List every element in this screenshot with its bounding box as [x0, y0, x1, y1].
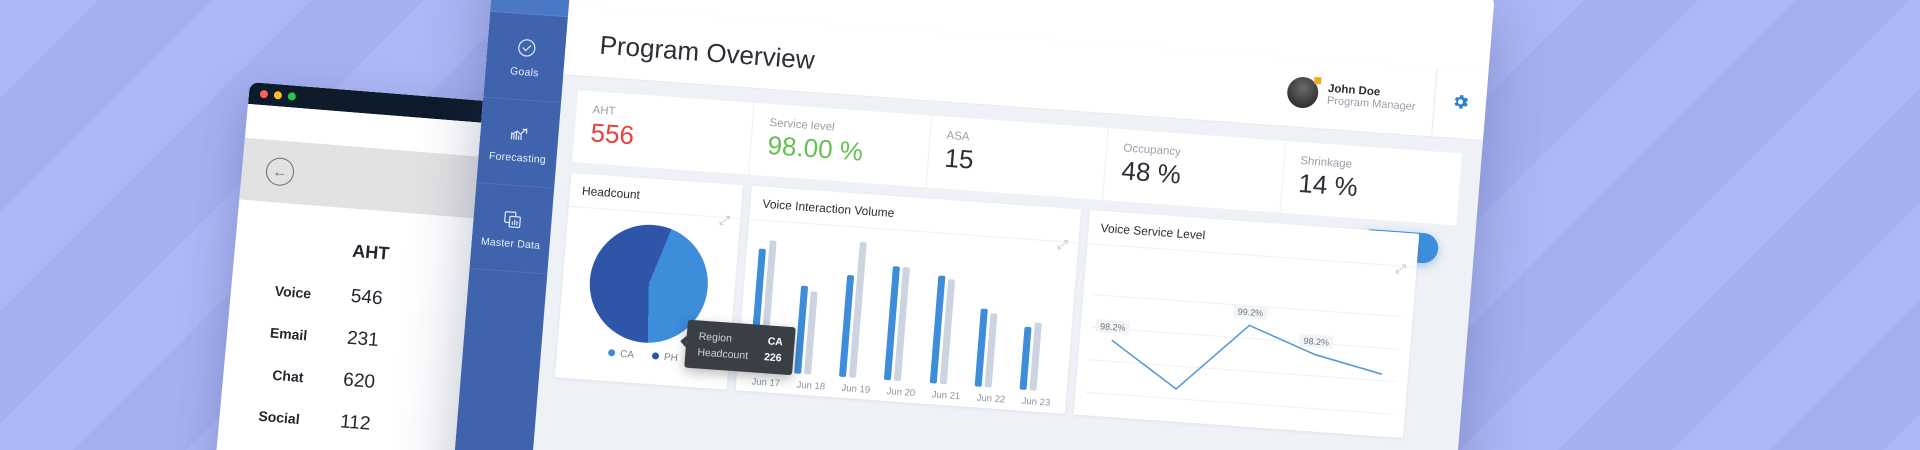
bar-group[interactable] — [794, 237, 840, 375]
settings-button[interactable] — [1431, 67, 1489, 141]
kpi-card-asa[interactable]: ASA 15 — [926, 115, 1109, 200]
dashboard-window: Reports Goals Forecasting — [442, 0, 1495, 450]
sidebar-item-master-data[interactable]: Master Data — [469, 183, 555, 275]
row-label-voice: Voice — [274, 282, 312, 302]
sidebar-item-label: Goals — [509, 64, 540, 79]
cell-aht-social: 112 — [339, 411, 372, 435]
sidebar-item-label: Master Data — [480, 235, 541, 252]
bar — [1029, 322, 1042, 391]
minimize-window-button[interactable] — [273, 90, 283, 100]
line-chart[interactable]: 98.2% 99.2% 98.2% — [1074, 244, 1417, 438]
panels-row: Headcount CA PH — [555, 172, 1455, 441]
x-axis-tick: Jun 22 — [976, 392, 1006, 406]
bar — [849, 241, 868, 378]
x-axis-tick: Jun 19 — [841, 382, 871, 396]
maximize-window-button[interactable] — [287, 92, 297, 101]
expand-icon[interactable] — [1394, 262, 1408, 281]
gridline — [1090, 326, 1399, 350]
bar-group[interactable] — [1019, 254, 1065, 392]
x-axis-tick: Jun 23 — [1021, 395, 1051, 409]
sidebar: Reports Goals Forecasting — [442, 0, 575, 450]
panel-voice-service-level: Voice Service Level 98.2% 99.2% 98.2% — [1073, 209, 1420, 438]
line-series — [1111, 324, 1383, 390]
row-label-email: Email — [269, 324, 309, 344]
sidebar-item-goals[interactable]: Goals — [483, 11, 568, 104]
x-axis-tick: Jun 20 — [886, 385, 916, 399]
legend-swatch-ca — [607, 349, 616, 357]
expand-icon[interactable] — [1055, 237, 1069, 256]
tooltip-headcount-label: Headcount — [696, 346, 749, 362]
data-label-bg — [1233, 303, 1268, 320]
legend-item-ph[interactable]: PH — [651, 351, 679, 364]
chart-tooltip: Region CA Headcount 226 — [684, 319, 797, 375]
tooltip-region-value: CA — [767, 335, 784, 349]
back-arrow-icon[interactable]: ← — [264, 156, 296, 187]
sidebar-item-forecasting[interactable]: Forecasting — [476, 97, 562, 189]
avatar — [1286, 75, 1320, 110]
row-label-chat: Chat — [271, 366, 305, 385]
gridline — [1085, 391, 1393, 415]
goals-check-icon — [514, 35, 539, 60]
tooltip-headcount-value: 226 — [763, 350, 783, 365]
kpi-card-service-level[interactable]: Service level 98.00 % — [749, 102, 933, 187]
gridline — [1088, 358, 1396, 382]
x-axis-tick: Jun 21 — [931, 388, 961, 402]
bar-group[interactable] — [974, 250, 1020, 388]
bar-group[interactable] — [839, 241, 885, 379]
dashboard-content: Champion Scorecard Program Overview John… — [520, 0, 1495, 450]
panel-headcount: Headcount CA PH — [555, 172, 797, 390]
dashboard-header: Program Overview John Doe Program Manage… — [563, 5, 1489, 142]
data-label-bg — [1299, 333, 1334, 349]
data-label: 99.2% — [1237, 306, 1263, 318]
gear-icon — [1450, 91, 1471, 116]
data-label-bg — [1095, 318, 1131, 334]
sidebar-item-label: Forecasting — [488, 149, 547, 166]
forecasting-icon — [507, 121, 532, 146]
panel-voice-interaction-volume: Voice Interaction Volume Jun 17 Jun 18 Jun… — [735, 185, 1082, 414]
kpi-card-aht[interactable]: AHT 556 — [572, 90, 756, 175]
legend-swatch-ph — [651, 352, 660, 361]
bar-group[interactable] — [884, 244, 930, 382]
bar-group[interactable] — [929, 247, 975, 385]
column-header-channel — [233, 225, 324, 273]
master-data-icon — [500, 207, 525, 232]
dashboard-board: AHT 556 Service level 98.00 % ASA 15 Occ… — [520, 75, 1483, 450]
kpi-card-shrinkage[interactable]: Shrinkage 14 % — [1280, 140, 1462, 225]
close-window-button[interactable] — [259, 89, 269, 99]
row-label-social: Social — [257, 407, 301, 427]
x-axis-tick: Jun 17 — [751, 375, 781, 389]
data-label: 98.2% — [1100, 321, 1126, 333]
legend-item-ca[interactable]: CA — [607, 348, 635, 361]
legend-label: PH — [663, 351, 679, 364]
kpi-card-occupancy[interactable]: Occupancy 48 % — [1103, 128, 1286, 213]
data-label: 98.2% — [1303, 335, 1329, 347]
x-axis-tick: Jun 18 — [796, 379, 826, 393]
user-profile[interactable]: John Doe Program Manager — [1274, 66, 1436, 126]
legend-label: CA — [619, 348, 635, 361]
expand-icon[interactable] — [717, 213, 731, 232]
scorecard-title: Champion Scorecard — [1134, 0, 1266, 1]
